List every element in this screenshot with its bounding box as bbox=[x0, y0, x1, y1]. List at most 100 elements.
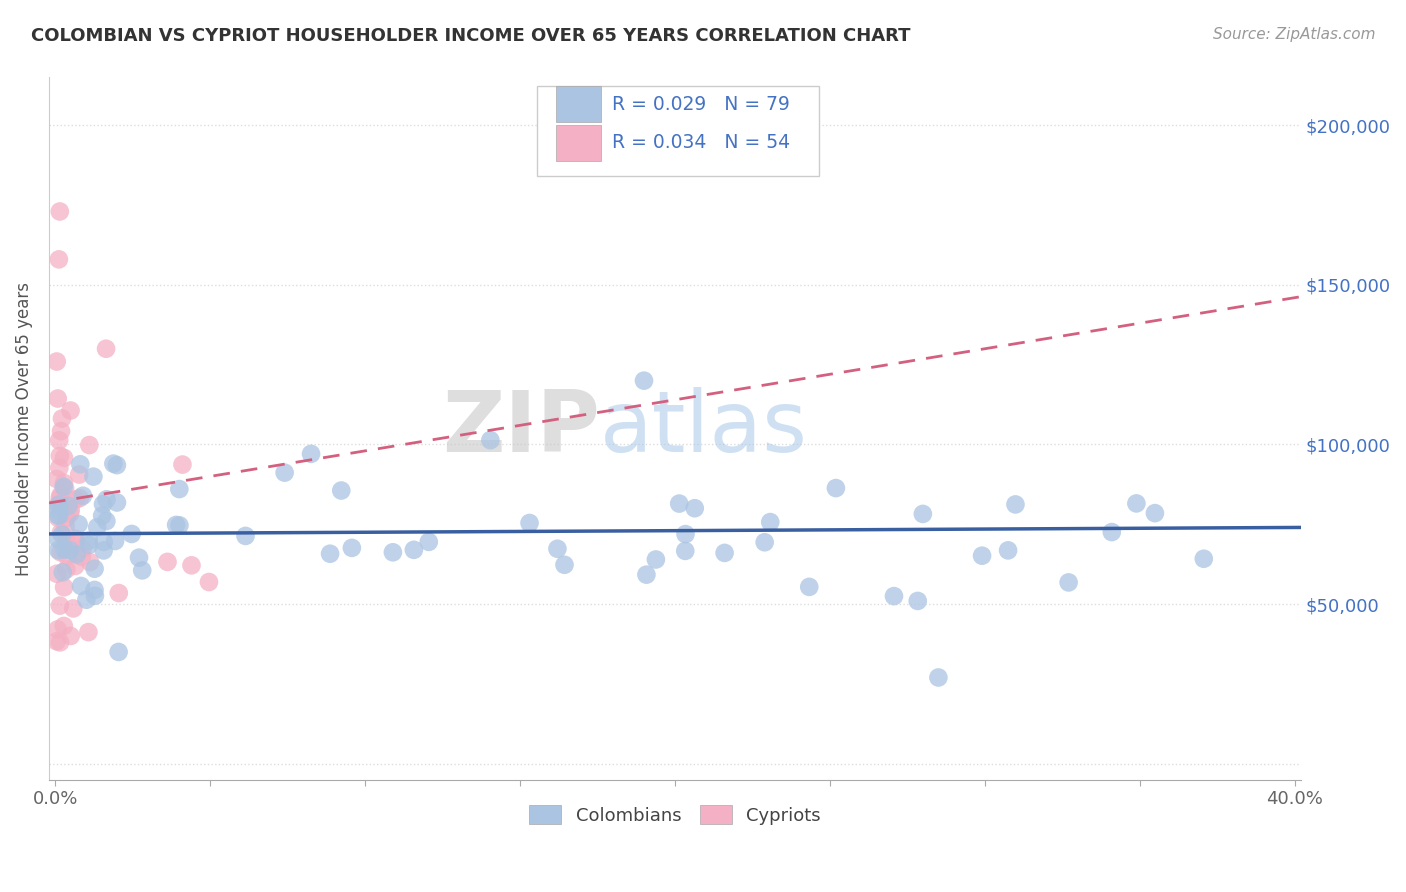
Point bbox=[93, 543, 115, 558]
Point bbox=[49, 545, 72, 559]
Point bbox=[883, 589, 905, 603]
Point bbox=[169, 518, 191, 533]
Point bbox=[59, 543, 82, 558]
Point bbox=[479, 433, 502, 447]
Point bbox=[1101, 524, 1123, 539]
Point bbox=[340, 541, 363, 555]
Point bbox=[91, 497, 114, 511]
Point bbox=[58, 499, 80, 513]
Point bbox=[77, 625, 100, 640]
Point bbox=[105, 458, 128, 472]
Point bbox=[52, 566, 75, 580]
Point bbox=[52, 619, 75, 633]
Point bbox=[94, 342, 117, 356]
Point bbox=[77, 533, 100, 548]
Point bbox=[59, 403, 82, 417]
Point bbox=[198, 574, 221, 589]
Point bbox=[48, 434, 70, 448]
Point bbox=[96, 514, 118, 528]
Text: COLOMBIAN VS CYPRIOT HOUSEHOLDER INCOME OVER 65 YEARS CORRELATION CHART: COLOMBIAN VS CYPRIOT HOUSEHOLDER INCOME … bbox=[31, 27, 911, 45]
Point bbox=[633, 374, 655, 388]
Point bbox=[299, 447, 322, 461]
Point bbox=[83, 582, 105, 597]
Point bbox=[49, 204, 72, 219]
Text: R = 0.034   N = 54: R = 0.034 N = 54 bbox=[613, 134, 790, 153]
Text: Source: ZipAtlas.com: Source: ZipAtlas.com bbox=[1212, 27, 1375, 42]
Point bbox=[754, 535, 776, 549]
Point bbox=[91, 508, 114, 523]
Point bbox=[319, 547, 342, 561]
Point bbox=[128, 550, 150, 565]
Point bbox=[1057, 575, 1080, 590]
Point bbox=[67, 517, 90, 532]
Point bbox=[59, 506, 82, 520]
Point bbox=[49, 449, 72, 463]
Point bbox=[104, 533, 127, 548]
Point bbox=[51, 527, 73, 541]
Point bbox=[51, 411, 73, 425]
Point bbox=[69, 458, 91, 472]
Point bbox=[48, 460, 70, 475]
Point bbox=[673, 544, 696, 558]
Point bbox=[418, 534, 440, 549]
Point bbox=[330, 483, 353, 498]
Point bbox=[96, 492, 118, 507]
Point bbox=[49, 491, 72, 505]
Point bbox=[668, 497, 690, 511]
Point bbox=[69, 491, 91, 505]
Point bbox=[799, 580, 821, 594]
Point bbox=[46, 543, 69, 558]
Point bbox=[970, 549, 993, 563]
Point bbox=[911, 507, 934, 521]
Point bbox=[1143, 506, 1166, 520]
Legend: Colombians, Cypriots: Colombians, Cypriots bbox=[520, 797, 830, 834]
Point bbox=[172, 458, 194, 472]
Point bbox=[45, 472, 67, 486]
Point bbox=[93, 535, 115, 549]
Point bbox=[46, 532, 69, 546]
Point bbox=[49, 424, 72, 438]
Point bbox=[675, 527, 697, 541]
Text: R = 0.029   N = 79: R = 0.029 N = 79 bbox=[613, 95, 790, 113]
Point bbox=[52, 480, 75, 494]
Point bbox=[46, 623, 69, 637]
Point bbox=[83, 589, 105, 603]
Point bbox=[55, 519, 77, 533]
Point bbox=[46, 392, 69, 406]
FancyBboxPatch shape bbox=[555, 86, 602, 122]
Point bbox=[63, 558, 86, 573]
Point bbox=[53, 482, 76, 496]
Point bbox=[644, 552, 666, 566]
Point bbox=[713, 546, 735, 560]
Point bbox=[49, 496, 72, 510]
Point bbox=[546, 541, 568, 556]
Point bbox=[1004, 497, 1026, 511]
Point bbox=[46, 511, 69, 525]
Point bbox=[53, 450, 76, 465]
Point bbox=[66, 548, 89, 562]
Point bbox=[83, 562, 105, 576]
Point bbox=[45, 566, 67, 581]
Point bbox=[825, 481, 848, 495]
Point bbox=[70, 579, 93, 593]
Point bbox=[105, 495, 128, 509]
Point bbox=[77, 538, 100, 552]
Point bbox=[65, 534, 87, 549]
Point bbox=[156, 555, 179, 569]
Point bbox=[53, 542, 76, 557]
Point bbox=[48, 498, 70, 512]
Point bbox=[1192, 551, 1215, 566]
Point bbox=[59, 629, 82, 643]
Point bbox=[55, 562, 77, 576]
Point bbox=[45, 634, 67, 648]
Point bbox=[997, 543, 1019, 558]
Point bbox=[79, 555, 101, 569]
Point bbox=[1125, 496, 1147, 510]
Point bbox=[46, 508, 69, 523]
Point bbox=[402, 542, 425, 557]
Point bbox=[55, 511, 77, 525]
Point bbox=[53, 475, 76, 490]
Point bbox=[49, 599, 72, 613]
Point bbox=[79, 438, 101, 452]
Point bbox=[927, 671, 949, 685]
